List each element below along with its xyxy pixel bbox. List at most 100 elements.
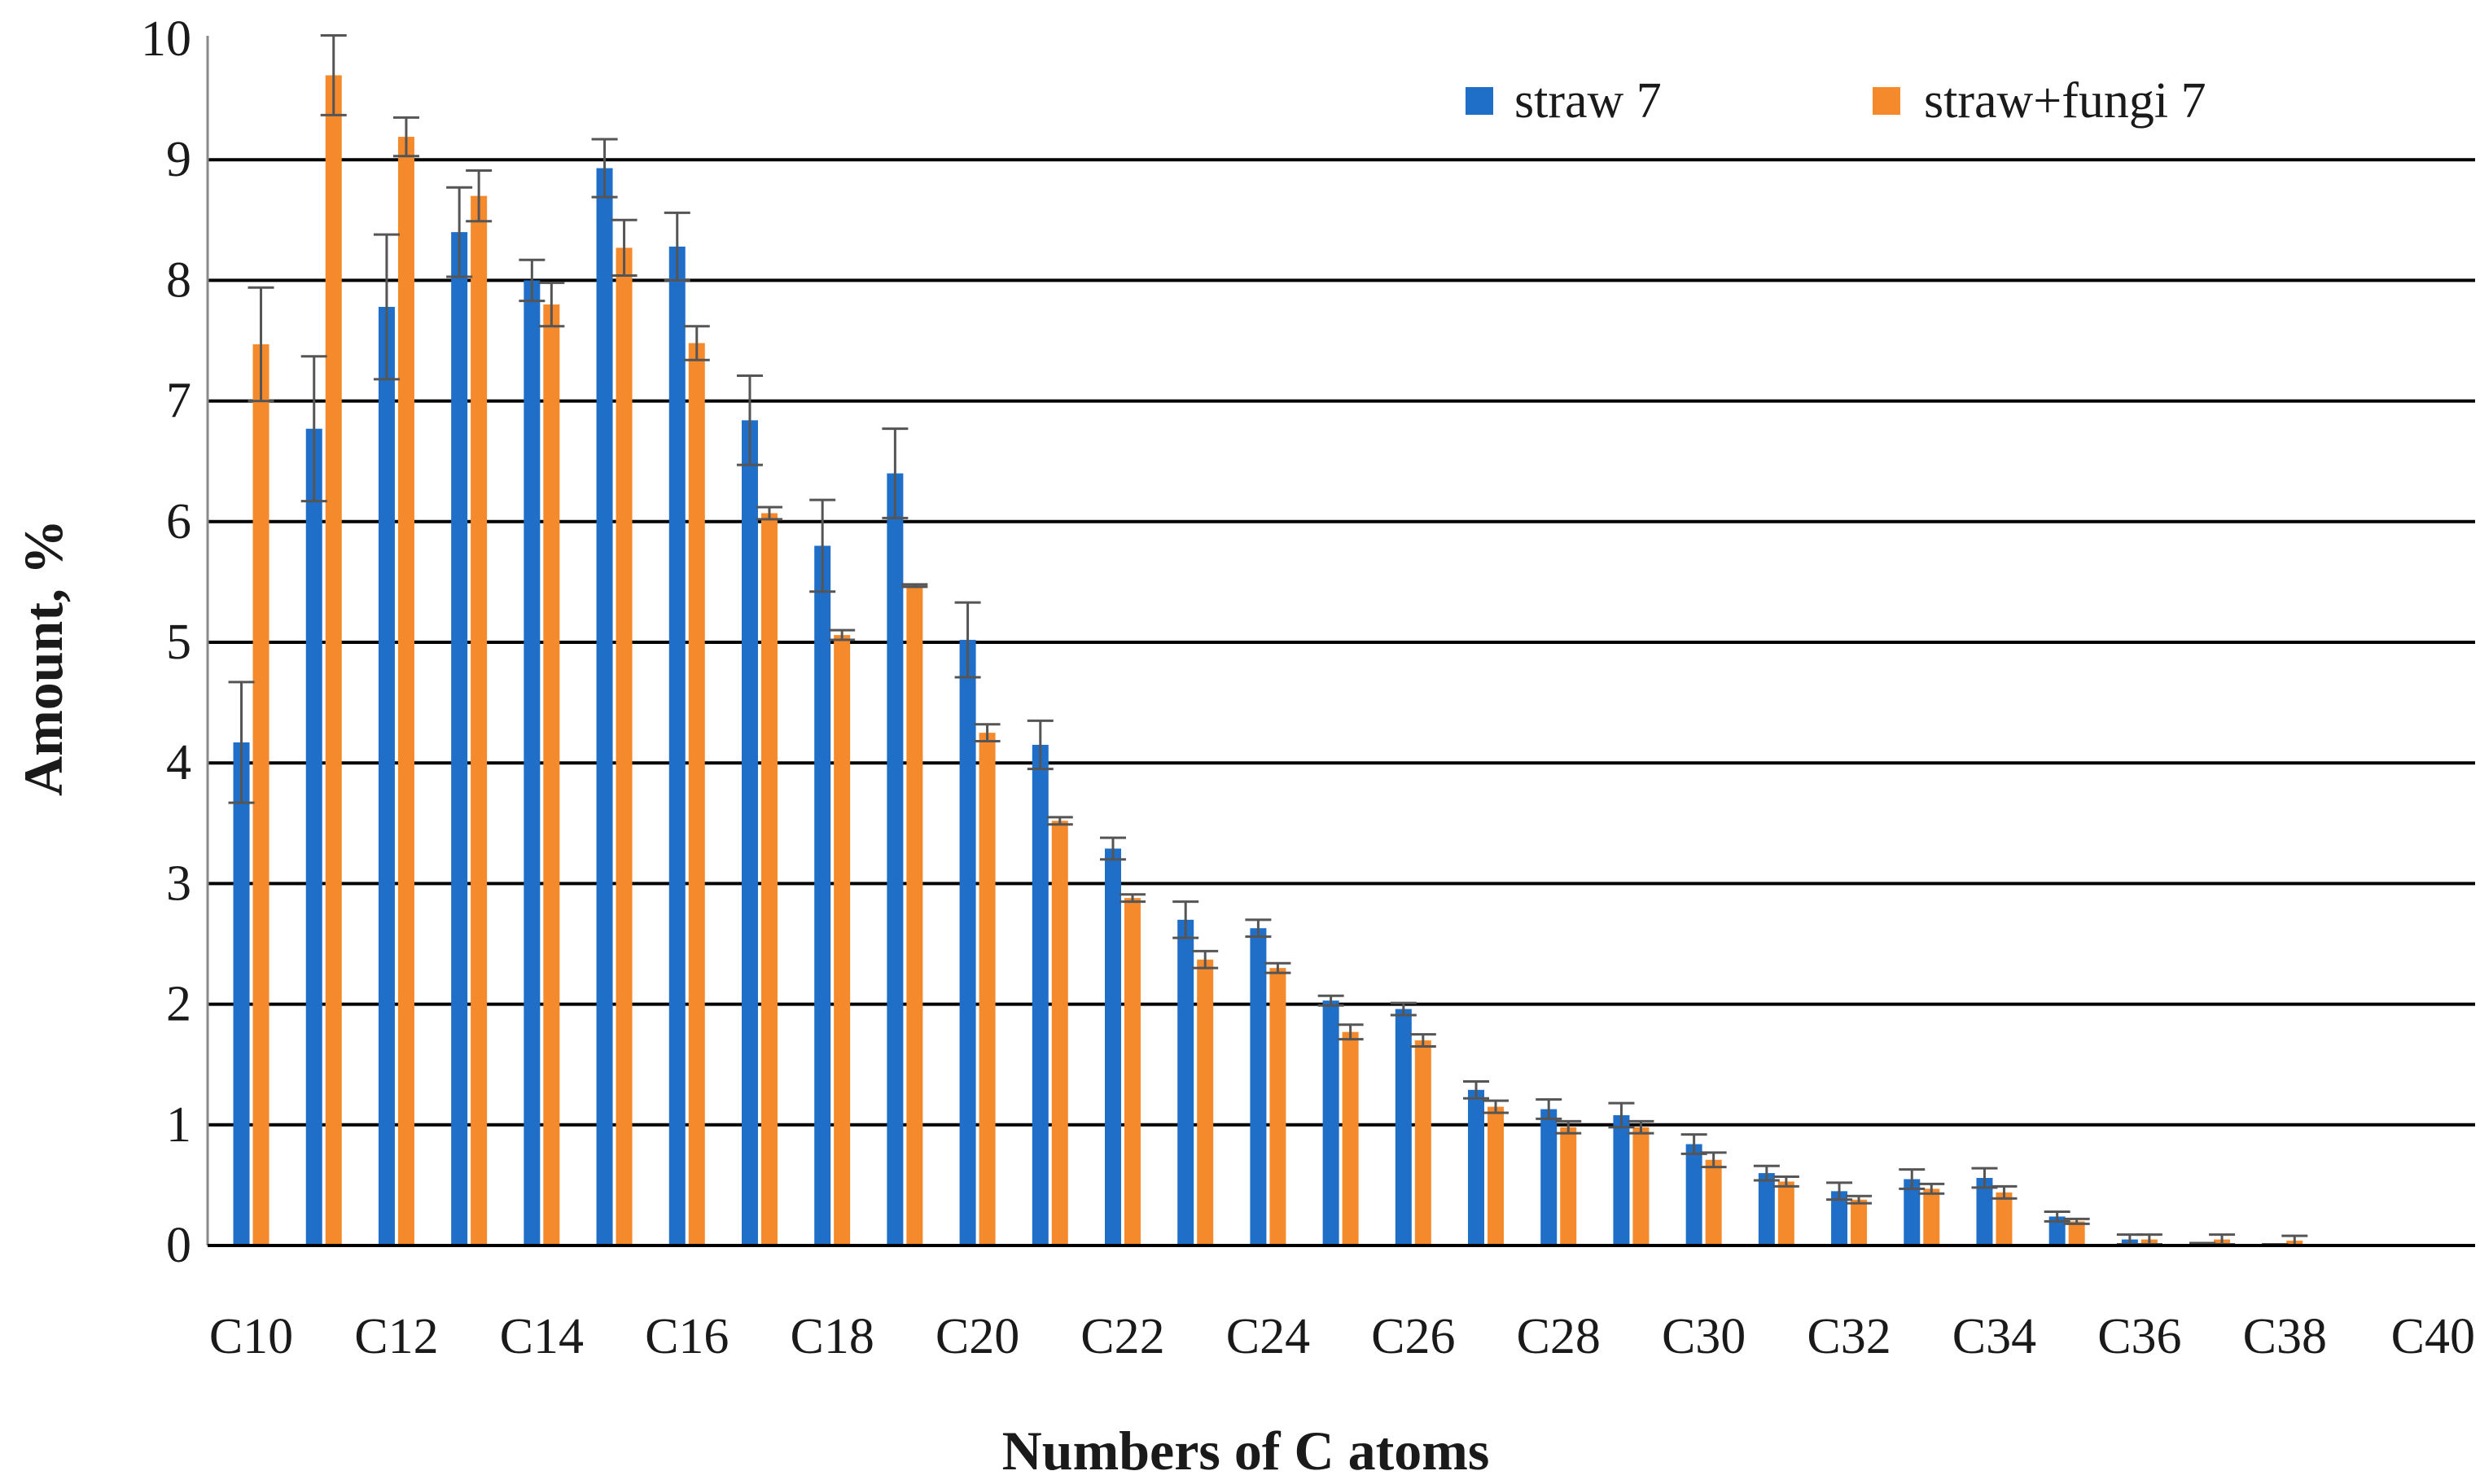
bar-straw-7-c28 (1540, 1109, 1558, 1245)
error-bar (446, 186, 473, 278)
bar-straw-7-c13 (451, 232, 468, 1245)
bar-straw-fungi-7-c11 (325, 75, 342, 1246)
y-tick-label: 6 (166, 494, 191, 549)
x-tick-label: C36 (2097, 1309, 2181, 1364)
error-bar (228, 681, 255, 804)
bar-straw-fungi-7-c33 (1923, 1189, 1940, 1245)
error-bar (1027, 719, 1054, 771)
error-bar (683, 325, 710, 361)
error-bar (373, 233, 400, 381)
bar-straw-fungi-7-c21 (1051, 821, 1068, 1245)
bar-straw-fungi-7-c19 (906, 585, 923, 1245)
bar-straw-fungi-7-c35 (2068, 1221, 2085, 1245)
bar-straw-fungi-7-c24 (1269, 968, 1286, 1245)
y-tick-label: 8 (166, 252, 191, 308)
x-tick-label: C30 (1662, 1309, 1746, 1364)
error-bar (591, 138, 618, 199)
bar-straw-7-c18 (814, 545, 831, 1245)
y-tick-labels: 0 1 2 3 4 5 6 7 8 9 10 (141, 11, 191, 1273)
error-bar (1046, 816, 1073, 826)
bar-straw-7-c34 (1976, 1178, 1993, 1245)
error-bar (1337, 1023, 1364, 1041)
error-bar (1536, 1098, 1562, 1120)
y-axis-title: Amount, % (12, 519, 74, 796)
error-bar (1264, 961, 1291, 974)
bar-straw-fungi-7-c27 (1488, 1106, 1505, 1245)
bar-straw-fungi-7-c17 (760, 513, 778, 1245)
bar-straw-fungi-7-c25 (1342, 1031, 1359, 1245)
y-tick-label: 1 (166, 1097, 191, 1153)
bar-straw-fungi-7-c14 (543, 304, 560, 1245)
error-bar (756, 506, 782, 521)
bar-straw-fungi-7-c32 (1851, 1199, 1868, 1245)
error-bar (954, 601, 981, 679)
error-bar (466, 169, 493, 223)
error-bar (1826, 1181, 1853, 1202)
bar-straw-7-c22 (1104, 848, 1121, 1245)
bar-straw-fungi-7-c23 (1197, 959, 1214, 1245)
error-bar (809, 498, 836, 593)
bar-straw-7-c25 (1322, 1000, 1339, 1245)
error-bar (882, 427, 909, 519)
error-bar (1555, 1119, 1582, 1135)
error-bar (2136, 1233, 2162, 1246)
error-bar (300, 355, 327, 503)
bar-straw-fungi-7-c28 (1560, 1127, 1577, 1245)
legend-swatch-straw-7 (1466, 87, 1493, 115)
error-bar (248, 286, 274, 403)
y-tick-label: 5 (166, 615, 191, 670)
bar-straw-7-c10 (233, 742, 250, 1245)
y-tick-label: 10 (141, 11, 191, 67)
bar-straw-7-c26 (1395, 1009, 1412, 1245)
error-bar (1390, 1001, 1417, 1017)
x-tick-label: C16 (645, 1309, 729, 1364)
y-tick-label: 4 (166, 735, 191, 790)
gridlines (208, 158, 2475, 1127)
bar-straw-7-c16 (668, 246, 686, 1245)
bar-straw-fungi-7-c31 (1777, 1181, 1794, 1245)
y-tick-label: 2 (166, 977, 191, 1032)
bar-straw-fungi-7-c20 (979, 733, 996, 1245)
error-bar (2044, 1210, 2070, 1223)
error-bar (1991, 1184, 2018, 1200)
y-tick-label: 9 (166, 132, 191, 187)
error-bar (1099, 836, 1126, 861)
bar-straw-7-c24 (1250, 928, 1267, 1245)
bar-straw-fungi-7-c26 (1414, 1040, 1431, 1245)
bar-straw-fungi-7-c16 (688, 343, 705, 1245)
error-bar (1700, 1151, 1727, 1169)
x-axis-title: Numbers of C atoms (1002, 1420, 1490, 1482)
error-bar (392, 116, 419, 158)
error-bar (1628, 1119, 1654, 1135)
bar-straw-7-c15 (596, 168, 613, 1246)
error-bar (1608, 1101, 1635, 1129)
bar-straw-7-c32 (1831, 1191, 1848, 1245)
bar-straw-7-c12 (378, 307, 395, 1245)
bar-straw-7-c30 (1685, 1144, 1702, 1245)
legend-label-straw-fungi-7: straw+fungi 7 (1924, 73, 2206, 129)
x-tick-label: C24 (1226, 1309, 1310, 1364)
bar-straw-7-c21 (1032, 744, 1049, 1245)
error-bar (519, 258, 546, 303)
bar-straw-fungi-7-c34 (1996, 1192, 2013, 1245)
bar-straw-7-c17 (741, 420, 758, 1245)
error-bar (1317, 994, 1344, 1007)
error-bar (320, 34, 347, 116)
error-bar (1119, 893, 1146, 904)
error-bar (974, 723, 1001, 743)
error-bar (1245, 918, 1272, 939)
bar-straw-fungi-7-c15 (616, 247, 633, 1245)
bar-straw-7-c20 (959, 640, 976, 1245)
error-bar (1463, 1079, 1490, 1100)
legend: straw 7 straw+fungi 7 (1466, 73, 2206, 129)
error-bar (1680, 1133, 1707, 1155)
x-tick-label: C22 (1080, 1309, 1164, 1364)
bar-straw-fungi-7-c12 (397, 137, 414, 1246)
legend-label-straw-7: straw 7 (1514, 73, 1662, 129)
bar-straw-fungi-7-c22 (1124, 898, 1141, 1245)
x-tick-label: C32 (1807, 1309, 1891, 1364)
error-bar (736, 374, 763, 466)
error-bar (1409, 1033, 1436, 1048)
error-bar (1899, 1168, 1926, 1190)
bar-straw-7-c29 (1613, 1114, 1630, 1245)
